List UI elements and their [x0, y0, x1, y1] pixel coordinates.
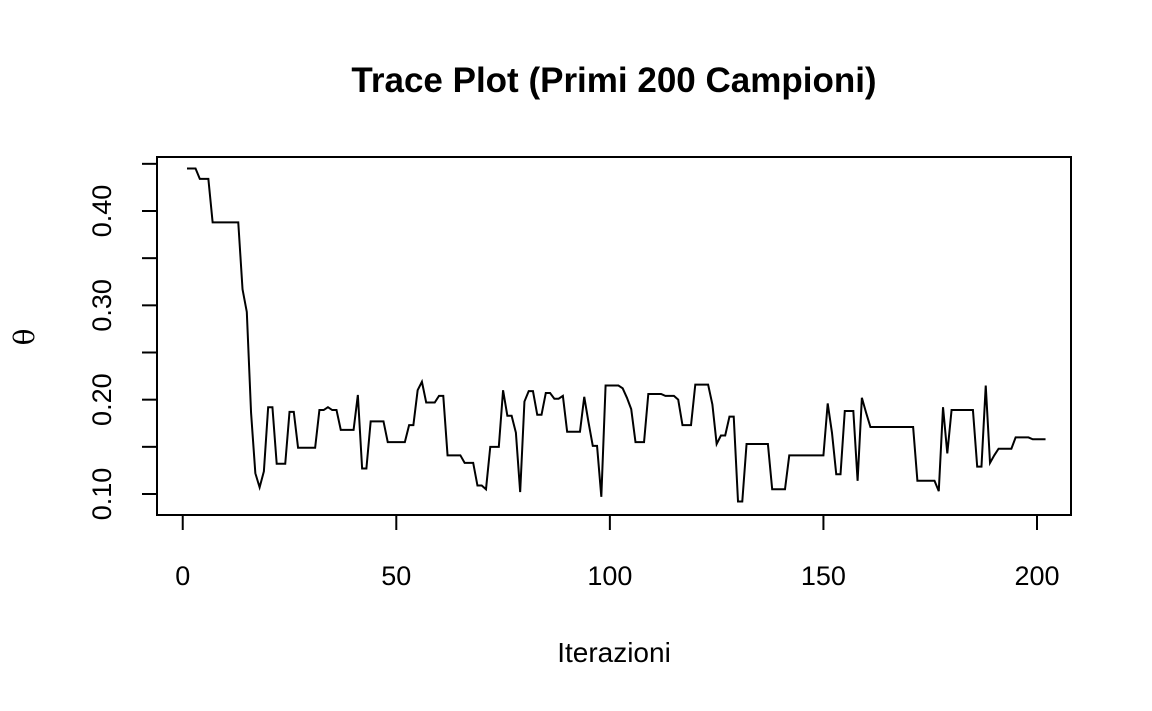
- y-axis: 0.10 0.20 0.30 0.40: [87, 162, 158, 521]
- x-tick-label: 0: [175, 561, 190, 591]
- y-tick-label: 0.30: [87, 279, 117, 332]
- x-tick-label: 200: [1014, 561, 1059, 591]
- x-tick-label: 50: [381, 561, 411, 591]
- chart-title: Trace Plot (Primi 200 Campioni): [351, 61, 876, 100]
- x-axis-title: Iterazioni: [557, 637, 671, 668]
- x-axis: 0 50 100 150 200: [175, 514, 1060, 591]
- y-tick-label: 0.20: [87, 373, 117, 426]
- x-tick-label: 150: [801, 561, 846, 591]
- y-tick-label: 0.40: [87, 185, 117, 238]
- plot-box: [156, 156, 1072, 516]
- trace-line: [187, 167, 1046, 503]
- y-tick-label: 0.10: [87, 468, 117, 521]
- y-axis-title: θ: [8, 329, 41, 346]
- x-tick-label: 100: [587, 561, 632, 591]
